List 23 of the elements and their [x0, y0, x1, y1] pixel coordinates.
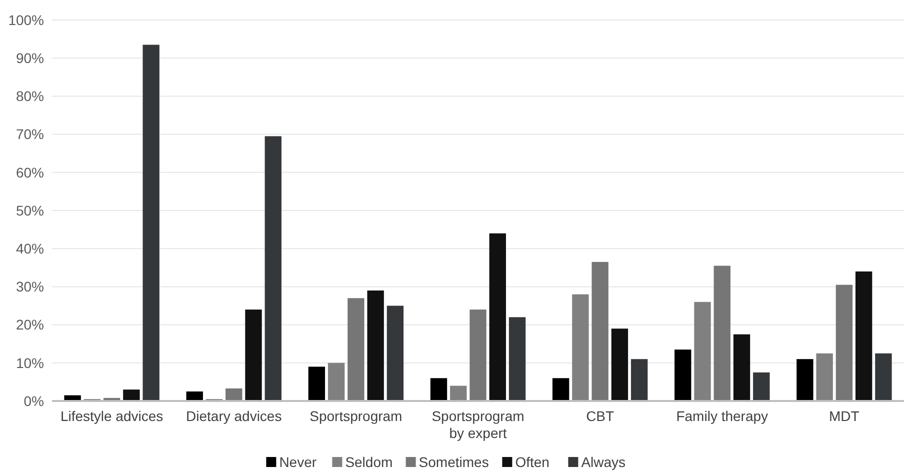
x-tick-label: Sportsprogram by expert [432, 408, 524, 441]
x-tick-label: CBT [586, 408, 615, 424]
y-tick-label: 50% [16, 202, 44, 218]
y-tick-label: 70% [16, 126, 44, 142]
y-tick-label: 80% [16, 88, 44, 104]
y-tick-label: 60% [16, 164, 44, 180]
x-tick-label: Family therapy [676, 408, 768, 424]
y-tick-label: 40% [16, 240, 44, 256]
y-tick-label: 30% [16, 278, 44, 295]
x-tick-label: MDT [829, 408, 860, 424]
legend-label: Seldom [345, 454, 393, 470]
legend-label: Never [279, 454, 317, 470]
y-tick-label: 0% [24, 392, 44, 409]
legend-label: Sometimes [418, 454, 489, 470]
y-tick-label: 100% [8, 12, 44, 28]
x-tick-label: Sportsprogram [310, 408, 402, 424]
y-tick-label: 90% [16, 50, 44, 66]
x-tick-label: Lifestyle advices [60, 408, 164, 424]
legend-label: Often [515, 454, 550, 470]
y-tick-label: 20% [16, 316, 44, 333]
x-tick-label: Dietary advices [186, 408, 282, 424]
y-tick-label: 10% [16, 354, 44, 371]
legend-label: Always [581, 454, 626, 470]
